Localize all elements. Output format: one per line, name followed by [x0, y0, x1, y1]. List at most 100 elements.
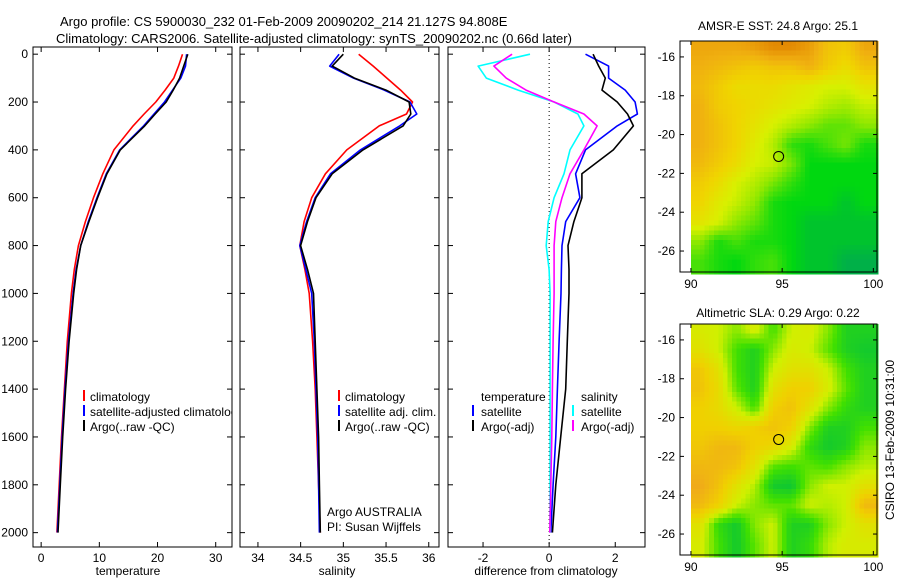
map-cell: [713, 70, 719, 76]
map-cell: [814, 353, 820, 359]
map-cell: [722, 445, 728, 451]
map-cell: [845, 128, 851, 134]
map-cell: [845, 84, 851, 90]
map-cell: [791, 45, 797, 52]
map-cell: [759, 527, 765, 534]
map-cell: [763, 79, 769, 86]
map-cell: [713, 108, 719, 115]
map-cell: [818, 513, 824, 519]
map-cell: [804, 435, 810, 441]
map-cell: [804, 84, 810, 90]
map-cell: [722, 244, 728, 251]
map-cell: [786, 459, 792, 466]
map-cell: [768, 484, 774, 490]
map-cell: [873, 94, 879, 100]
map-cell: [768, 172, 774, 178]
map-cell: [836, 249, 842, 255]
map-cell: [718, 215, 724, 221]
map-cell: [795, 324, 801, 330]
map-cell: [786, 70, 792, 76]
map-cell: [832, 94, 838, 100]
map-cell: [782, 343, 788, 349]
map-cell: [731, 147, 737, 154]
map-cell: [690, 196, 696, 202]
map-cell: [759, 421, 765, 427]
map-cell: [850, 382, 856, 388]
map-cell: [864, 537, 870, 543]
map-cell: [750, 157, 756, 163]
map-cell: [782, 108, 788, 115]
map-cell: [731, 259, 737, 265]
map-cell: [768, 138, 774, 144]
map-cell: [818, 108, 824, 115]
series-group: [477, 53, 639, 533]
map-cell: [795, 382, 801, 388]
map-cell: [768, 41, 774, 47]
map-cell: [827, 382, 833, 388]
map-cell: [795, 264, 801, 270]
map-cell: [713, 522, 719, 529]
map-cell: [809, 235, 815, 241]
map-cell: [773, 84, 778, 90]
map-cell: [823, 464, 829, 470]
map-cell: [845, 79, 851, 86]
map-cell: [754, 416, 760, 422]
map-cell: [754, 367, 760, 373]
map-cell: [773, 244, 778, 251]
map-cell: [690, 138, 696, 144]
map-cell: [832, 353, 838, 359]
map-cell: [722, 450, 728, 456]
map-cell: [859, 79, 865, 86]
map-cell: [700, 362, 706, 369]
map-cell: [786, 328, 792, 335]
map-cell: [768, 196, 774, 202]
map-cell: [754, 396, 760, 403]
map-cell: [782, 186, 788, 192]
map-cell: [800, 123, 806, 129]
map-cell: [795, 348, 801, 354]
map-cell: [800, 416, 806, 422]
map-cell: [741, 377, 747, 383]
map-cell: [695, 186, 701, 192]
map-cell: [690, 464, 696, 470]
map-cell: [759, 41, 765, 47]
map-cell: [704, 201, 710, 207]
map-cell: [841, 128, 847, 134]
map-cell: [745, 215, 751, 221]
map-cell: [786, 513, 792, 519]
map-cell: [804, 440, 810, 446]
map-cell: [727, 513, 733, 519]
map-cell: [700, 55, 706, 61]
map-cell: [791, 362, 797, 369]
map-cell: [745, 532, 751, 538]
map-cell: [782, 230, 788, 236]
map-cell: [727, 518, 733, 524]
map-cell: [855, 142, 861, 149]
map-cell: [823, 142, 829, 149]
map-cell: [763, 425, 769, 432]
map-cell: [690, 377, 696, 383]
map-cell: [700, 138, 706, 144]
map-cell: [763, 220, 769, 226]
map-cell: [745, 123, 751, 129]
map-cell: [700, 469, 706, 475]
map-cell: [722, 181, 728, 187]
map-cell: [818, 527, 824, 534]
map-cell: [782, 215, 788, 221]
map-cell: [759, 537, 765, 543]
map-cell: [731, 406, 737, 412]
map-cell: [786, 45, 792, 52]
map-cell: [700, 220, 706, 226]
map-cell: [823, 84, 829, 90]
map-cell: [722, 474, 728, 480]
map-cell: [727, 479, 733, 485]
map-cell: [855, 518, 861, 524]
map-cell: [750, 493, 756, 500]
map-cell: [800, 435, 806, 441]
map-cell: [709, 479, 715, 485]
map-cell: [859, 230, 865, 236]
map-cell: [814, 60, 820, 66]
map-cell: [864, 244, 870, 251]
map-cell: [795, 65, 801, 71]
map-cell: [754, 172, 760, 178]
